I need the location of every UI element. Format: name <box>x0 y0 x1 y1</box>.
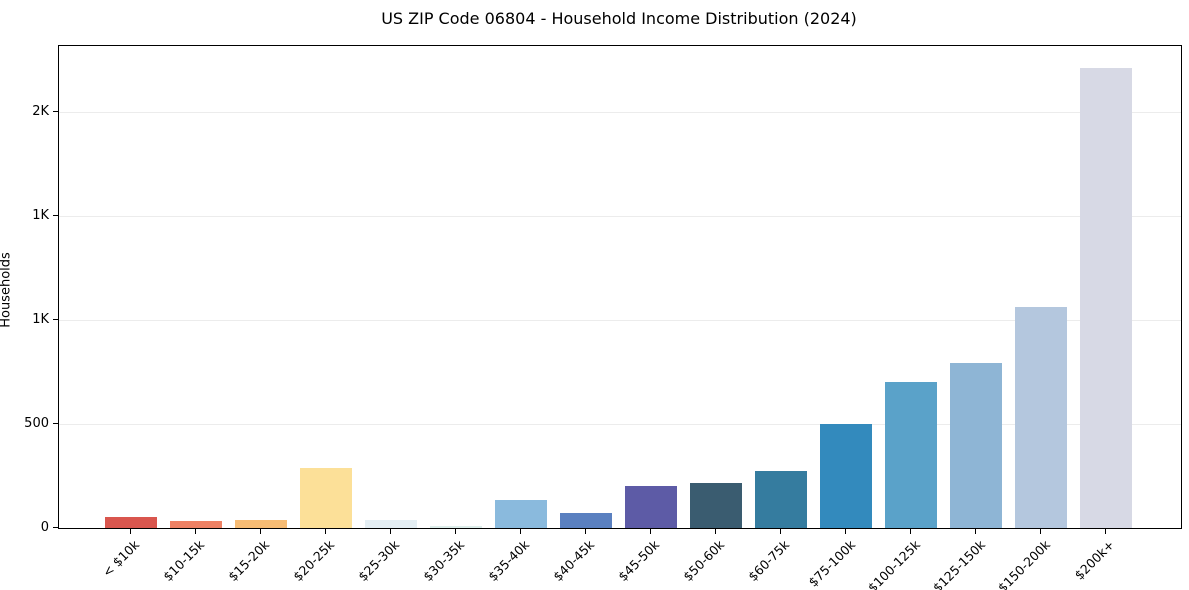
x-tick-label-35-40k: $35-40k <box>485 537 533 585</box>
x-tick-mark-8 <box>585 529 586 534</box>
bar-75-100k <box>820 424 872 528</box>
x-tick-mark-12 <box>845 529 846 534</box>
bar-20-25k <box>300 467 352 528</box>
x-tick-label-10k: < $10k <box>99 537 143 580</box>
y-tick-label-0: 0 <box>40 520 49 535</box>
y-tick-label-500: 500 <box>24 416 49 432</box>
bar-35-40k <box>495 499 547 528</box>
x-tick-mark-2 <box>195 529 196 534</box>
x-tick-mark-3 <box>260 529 261 534</box>
x-tick-label-20-25k: $20-25k <box>290 537 338 585</box>
x-tick-label-15-20k: $15-20k <box>225 537 273 585</box>
bar-50-60k <box>690 483 742 528</box>
x-tick-mark-14 <box>975 529 976 534</box>
x-tick-mark-11 <box>780 529 781 534</box>
bar-25-30k <box>365 519 417 528</box>
x-tick-mark-5 <box>390 529 391 534</box>
bar-200k+ <box>1080 67 1132 528</box>
bar-30-35k <box>430 525 482 528</box>
x-tick-mark-15 <box>1040 529 1041 534</box>
x-tick-mark-6 <box>455 529 456 534</box>
gridline-500 <box>59 423 1181 425</box>
x-tick-mark-7 <box>520 529 521 534</box>
bar-40-45k <box>560 513 612 528</box>
x-tick-label-50-60k: $50-60k <box>680 537 728 585</box>
bar-60-75k <box>755 470 807 528</box>
y-tick-label-1500: 1K <box>32 208 49 224</box>
bar-10-15k <box>170 520 222 528</box>
x-tick-label-25-30k: $25-30k <box>355 537 403 585</box>
y-tick-mark-1000 <box>53 319 58 321</box>
x-tick-label-60-75k: $60-75k <box>745 537 793 585</box>
plot-area <box>58 45 1182 529</box>
y-tick-mark-1500 <box>53 215 58 217</box>
x-tick-mark-9 <box>650 529 651 534</box>
x-tick-label-45-50k: $45-50k <box>615 537 663 585</box>
bar-15-20k <box>235 519 287 528</box>
x-tick-label-75-100k: $75-100k <box>804 537 858 590</box>
bar-100-125k <box>885 381 937 528</box>
y-tick-mark-500 <box>53 423 58 425</box>
gridline-2000 <box>59 111 1181 113</box>
x-tick-label-40-45k: $40-45k <box>550 537 598 585</box>
x-tick-label-10-15k: $10-15k <box>160 537 208 585</box>
x-tick-label-30-35k: $30-35k <box>420 537 468 585</box>
x-tick-label-125-150k: $125-150k <box>929 537 988 590</box>
bar-150-200k <box>1015 306 1067 528</box>
x-tick-mark-13 <box>910 529 911 534</box>
gridline-1000 <box>59 319 1181 321</box>
bar-10k <box>105 516 157 528</box>
x-tick-mark-16 <box>1105 529 1106 534</box>
x-tick-mark-1 <box>130 529 131 534</box>
y-tick-mark-0 <box>53 527 58 528</box>
bar-45-50k <box>625 486 677 528</box>
y-tick-label-2000: 2K <box>32 104 49 120</box>
y-tick-mark-2000 <box>53 111 58 113</box>
y-tick-label-1000: 1K <box>32 312 49 328</box>
x-tick-label-150-200k: $150-200k <box>994 537 1053 590</box>
x-tick-label-200k+: $200k+ <box>1071 537 1118 583</box>
x-tick-mark-10 <box>715 529 716 534</box>
bar-125-150k <box>950 362 1002 528</box>
x-tick-mark-4 <box>325 529 326 534</box>
x-tick-label-100-125k: $100-125k <box>864 537 923 590</box>
gridline-1500 <box>59 215 1181 217</box>
chart-title: US ZIP Code 06804 - Household Income Dis… <box>381 9 857 28</box>
